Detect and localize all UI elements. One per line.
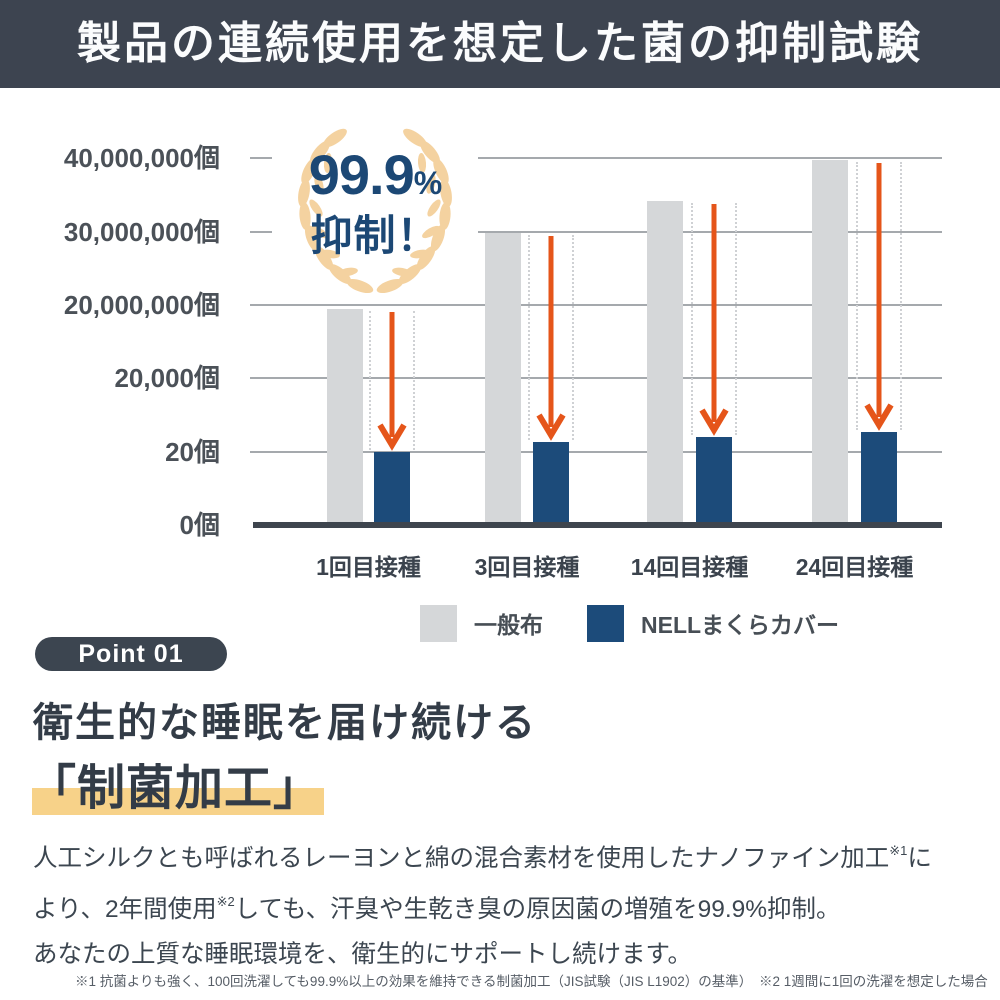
category-label: 14回目接種 <box>630 554 749 580</box>
header-banner: 製品の連続使用を想定した菌の抑制試験 <box>0 0 1000 88</box>
gridline <box>250 304 942 306</box>
y-axis-tick-label: 0個 <box>179 510 220 540</box>
bar-general-cloth <box>647 201 683 522</box>
suppression-badge: 99.9% 抑制！ <box>272 126 478 298</box>
category-label: 1回目接種 <box>316 554 421 580</box>
headline-line2: 「制菌加工」 <box>28 762 324 815</box>
gridline <box>250 231 942 233</box>
y-axis-tick-label: 20,000,000個 <box>63 290 220 320</box>
legend-swatch-nell <box>587 604 624 642</box>
y-axis-tick-label: 40,000,000個 <box>63 143 220 173</box>
category-label: 3回目接種 <box>474 554 580 580</box>
y-axis-tick-label: 30,000,000個 <box>63 217 220 247</box>
laurel-left-branch <box>298 128 374 294</box>
y-axis-tick-label: 20個 <box>165 437 220 467</box>
page-title: 製品の連続使用を想定した菌の抑制試験 <box>77 19 923 68</box>
body-line-3: あなたの上質な睡眠環境を、衛生的にサポートし続けます。 <box>33 941 693 969</box>
footnote-ref-1: ※1 <box>889 843 908 858</box>
laurel-right-branch <box>376 128 452 294</box>
legend-label-nell: NELLまくらカバー <box>641 612 840 638</box>
legend-swatch-general <box>420 604 457 642</box>
body-line-1: 人工シルクとも呼ばれるレーヨンと綿の混合素材を使用したナノファイン加工※1に <box>33 843 932 873</box>
gridline <box>250 157 942 159</box>
chart-legend: 一般布 NELLまくらカバー <box>0 604 1000 642</box>
legend-item-general-cloth: 一般布 <box>420 604 543 642</box>
percent-unit: % <box>413 165 442 201</box>
bar-nell-cover <box>696 437 732 522</box>
bar-nell-cover <box>374 452 410 522</box>
bar-general-cloth <box>485 233 521 522</box>
bar-nell-cover <box>533 442 569 522</box>
bar-general-cloth <box>327 309 363 522</box>
bar-general-cloth <box>812 160 848 522</box>
down-arrow-icon <box>536 236 566 441</box>
drop-guide-line <box>369 311 371 450</box>
point-01-badge: Point 01 <box>35 637 227 671</box>
drop-guide-line <box>856 162 858 430</box>
down-arrow-icon <box>377 312 407 451</box>
body-line-2: より、2年間使用※2しても、汗臭や生乾き臭の原因菌の増殖を99.9%抑制。 <box>33 894 841 924</box>
drop-guide-line <box>528 235 530 440</box>
drop-guide-line <box>900 162 902 430</box>
yellow-highlight <box>32 788 324 815</box>
suppression-percent: 99.9% <box>308 143 442 206</box>
footnote-ref-2: ※2 <box>216 894 235 910</box>
drop-guide-line <box>572 235 574 440</box>
x-axis-line <box>253 522 942 528</box>
body-copy: 人工シルクとも呼ばれるレーヨンと綿の混合素材を使用したナノファイン加工※1に よ… <box>33 830 932 977</box>
drop-guide-line <box>691 203 693 435</box>
down-arrow-icon <box>699 204 729 436</box>
down-arrow-icon <box>864 163 894 431</box>
gridline <box>250 451 942 453</box>
drop-guide-line <box>735 203 737 435</box>
drop-guide-line <box>413 311 415 450</box>
footnote: ※1 抗菌よりも強く、100回洗濯しても99.9%以上の効果を維持できる制菌加工… <box>75 974 988 989</box>
laurel-wreath-icon <box>298 128 452 294</box>
suppression-label: 抑制！ <box>310 212 440 259</box>
legend-label-general: 一般布 <box>474 612 543 638</box>
gridline <box>250 377 942 379</box>
bar-nell-cover <box>861 432 897 522</box>
category-label: 24回目接種 <box>795 554 914 580</box>
y-axis-tick-label: 20,000個 <box>114 363 220 393</box>
legend-item-nell-cover: NELLまくらカバー <box>587 604 839 642</box>
headline-line1: 衛生的な睡眠を届け続ける <box>33 701 537 745</box>
